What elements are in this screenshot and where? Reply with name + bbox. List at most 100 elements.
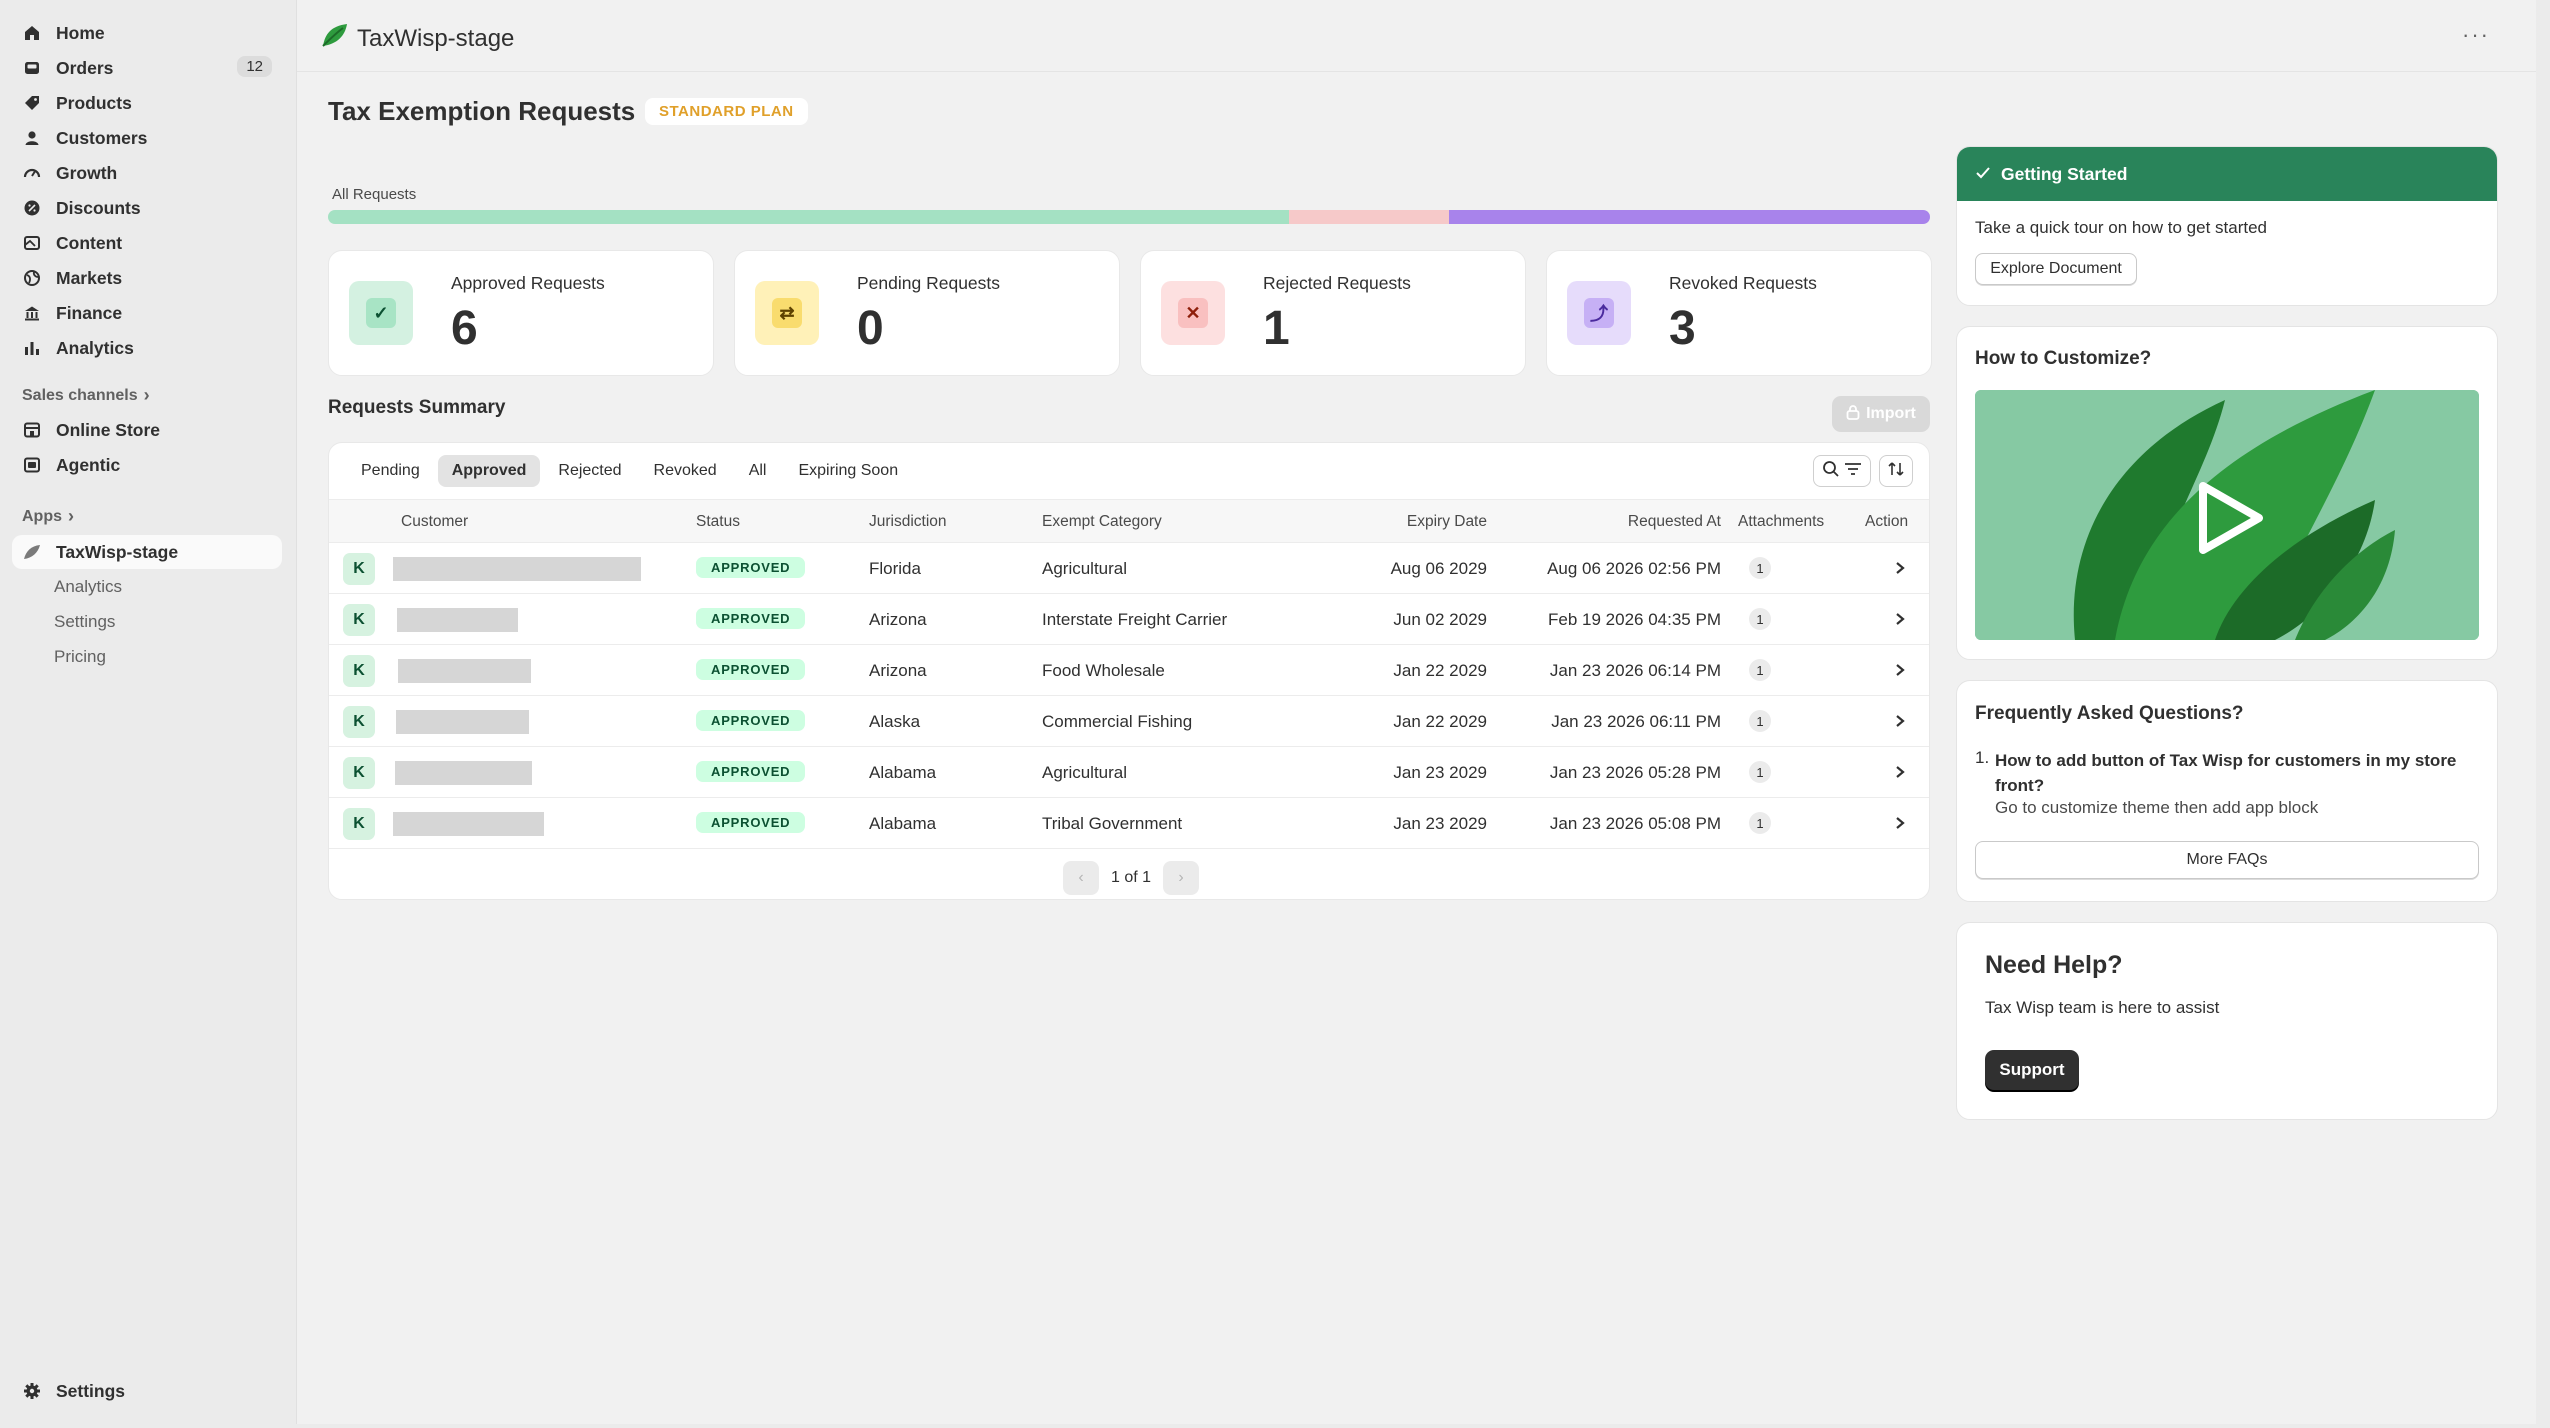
all-requests-label: All Requests bbox=[332, 186, 417, 203]
row-action-chevron-icon[interactable] bbox=[1889, 659, 1911, 681]
attachments-count[interactable]: 1 bbox=[1749, 557, 1771, 579]
progress-segment-rejected bbox=[1289, 210, 1450, 224]
faq-question[interactable]: How to add button of Tax Wisp for custom… bbox=[1995, 751, 2457, 795]
sidebar-item-taxwisp-stage[interactable]: TaxWisp-stage bbox=[12, 535, 282, 569]
need-help-title: Need Help? bbox=[1985, 951, 2123, 979]
chevron-right-icon: › bbox=[68, 506, 74, 526]
plan-badge: STANDARD PLAN bbox=[645, 98, 808, 125]
tab-approved[interactable]: Approved bbox=[437, 455, 541, 487]
attachments-count[interactable]: 1 bbox=[1749, 710, 1771, 732]
sidebar-item-orders[interactable]: Orders 12 bbox=[12, 51, 282, 85]
category-cell: Agricultural bbox=[1042, 763, 1128, 782]
row-action-chevron-icon[interactable] bbox=[1889, 608, 1911, 630]
customer-name-redacted bbox=[398, 659, 531, 683]
expiry-date-cell: Jan 22 2029 bbox=[1393, 661, 1487, 680]
expiry-date-cell: Aug 06 2029 bbox=[1390, 559, 1487, 578]
sidebar-item-customers[interactable]: Customers bbox=[12, 121, 282, 155]
row-action-chevron-icon[interactable] bbox=[1889, 761, 1911, 783]
sidebar-item-label: Settings bbox=[56, 1380, 126, 1401]
column-header-action: Action bbox=[1865, 513, 1909, 530]
more-faqs-button[interactable]: More FAQs bbox=[1975, 841, 2479, 879]
stat-label: Rejected Requests bbox=[1263, 273, 1411, 293]
need-help-text: Tax Wisp team is here to assist bbox=[1985, 998, 2220, 1017]
sidebar-item-home[interactable]: Home bbox=[12, 16, 282, 50]
explore-document-button[interactable]: Explore Document bbox=[1975, 253, 2137, 285]
sidebar-item-content[interactable]: Content bbox=[12, 226, 282, 260]
attachments-count[interactable]: 1 bbox=[1749, 659, 1771, 681]
support-button[interactable]: Support bbox=[1985, 1050, 2079, 1090]
row-action-chevron-icon[interactable] bbox=[1889, 812, 1911, 834]
getting-started-text: Take a quick tour on how to get started bbox=[1975, 218, 2268, 237]
status-badge: APPROVED bbox=[696, 659, 806, 680]
bank-icon bbox=[22, 303, 42, 323]
expiry-date-cell: Jun 02 2029 bbox=[1393, 610, 1487, 629]
previous-page-button[interactable]: ‹ bbox=[1063, 861, 1099, 895]
sidebar-item-settings[interactable]: Settings bbox=[12, 1374, 282, 1408]
sidebar-item-discounts[interactable]: Discounts bbox=[12, 191, 282, 225]
faq-answer: Go to customize theme then add app block bbox=[1995, 798, 2319, 817]
import-button[interactable]: Import bbox=[1832, 396, 1930, 432]
column-header-jurisdiction: Jurisdiction bbox=[869, 513, 947, 530]
faq-title: Frequently Asked Questions? bbox=[1975, 703, 2244, 724]
tab-expiring-soon[interactable]: Expiring Soon bbox=[798, 462, 899, 479]
requested-at-cell: Jan 23 2026 05:08 PM bbox=[1549, 814, 1721, 833]
table-row[interactable]: K APPROVED Alaska Commercial Fishing Jan 22 … bbox=[329, 696, 1929, 747]
table-row[interactable]: K APPROVED Arizona Food Wholesale Jan 22 202… bbox=[329, 645, 1929, 696]
customer-avatar: K bbox=[343, 553, 375, 585]
tab-revoked[interactable]: Revoked bbox=[653, 462, 717, 479]
requests-table-card: Pending Approved Rejected Revoked All Expirin… bbox=[328, 442, 1930, 900]
table-row[interactable]: K APPROVED Alabama Tribal Government Jan 23 … bbox=[329, 798, 1929, 849]
customer-name-redacted bbox=[393, 557, 641, 581]
table-row[interactable]: K APPROVED Alabama Agricultural Jan 23 2029 J… bbox=[329, 747, 1929, 798]
play-icon[interactable] bbox=[2195, 480, 2267, 561]
sidebar-item-analytics[interactable]: Analytics bbox=[12, 331, 282, 365]
sales-channels-heading[interactable]: Sales channels › bbox=[22, 385, 150, 406]
customize-video-thumbnail[interactable] bbox=[1975, 390, 2479, 640]
sidebar-item-finance[interactable]: Finance bbox=[12, 296, 282, 330]
home-icon bbox=[22, 23, 42, 43]
customer-avatar: K bbox=[343, 706, 375, 738]
sidebar-subitem-pricing[interactable]: Pricing bbox=[54, 647, 106, 666]
app-title-text: TaxWisp-stage bbox=[357, 24, 515, 52]
search-filter-button[interactable] bbox=[1813, 455, 1871, 487]
sidebar-subitem-analytics[interactable]: Analytics bbox=[54, 577, 123, 596]
stat-card-pending-requests: ⇄ Pending Requests 0 bbox=[734, 250, 1120, 376]
tab-rejected[interactable]: Rejected bbox=[558, 462, 622, 479]
getting-started-title: Getting Started bbox=[2001, 163, 2128, 184]
getting-started-header: Getting Started bbox=[1957, 147, 2497, 201]
stat-value: 0 bbox=[857, 302, 884, 355]
next-page-button[interactable]: › bbox=[1163, 861, 1200, 895]
sort-button[interactable] bbox=[1879, 455, 1913, 487]
agentic-icon bbox=[22, 455, 42, 475]
sidebar-item-label: Discounts bbox=[56, 197, 141, 218]
person-icon bbox=[22, 128, 42, 148]
expiry-date-cell: Jan 23 2029 bbox=[1393, 763, 1487, 782]
status-badge: APPROVED bbox=[696, 761, 806, 782]
attachments-count[interactable]: 1 bbox=[1749, 761, 1771, 783]
table-row[interactable]: K APPROVED Florida Agricultural Aug 06 2029 A… bbox=[329, 543, 1929, 594]
attachments-count[interactable]: 1 bbox=[1749, 608, 1771, 630]
stat-label: Revoked Requests bbox=[1669, 273, 1817, 293]
chevron-right-icon: › bbox=[143, 385, 150, 405]
apps-heading[interactable]: Apps › bbox=[22, 506, 74, 527]
customer-name-redacted bbox=[393, 812, 544, 836]
sidebar-item-products[interactable]: Products bbox=[12, 86, 282, 120]
category-cell: Commercial Fishing bbox=[1042, 712, 1193, 731]
tab-pending[interactable]: Pending bbox=[361, 462, 420, 479]
orders-icon bbox=[22, 58, 42, 78]
gauge-icon bbox=[22, 163, 42, 183]
sidebar-item-agentic[interactable]: Agentic bbox=[12, 448, 282, 482]
sidebar-subitem-settings[interactable]: Settings bbox=[54, 612, 116, 631]
sidebar-item-online-store[interactable]: Online Store bbox=[12, 413, 282, 447]
tab-all[interactable]: All bbox=[748, 462, 767, 479]
table-row[interactable]: K APPROVED Arizona Interstate Freight Carri… bbox=[329, 594, 1929, 645]
attachments-count[interactable]: 1 bbox=[1749, 812, 1771, 834]
stat-icon-box: ⇄ bbox=[755, 281, 819, 345]
more-actions-button[interactable]: ··· bbox=[2462, 22, 2490, 47]
row-action-chevron-icon[interactable] bbox=[1889, 557, 1911, 579]
sidebar-item-markets[interactable]: Markets bbox=[12, 261, 282, 295]
row-action-chevron-icon[interactable] bbox=[1889, 710, 1911, 732]
app-title: TaxWisp-stage bbox=[321, 22, 514, 55]
sidebar-item-growth[interactable]: Growth bbox=[12, 156, 282, 190]
